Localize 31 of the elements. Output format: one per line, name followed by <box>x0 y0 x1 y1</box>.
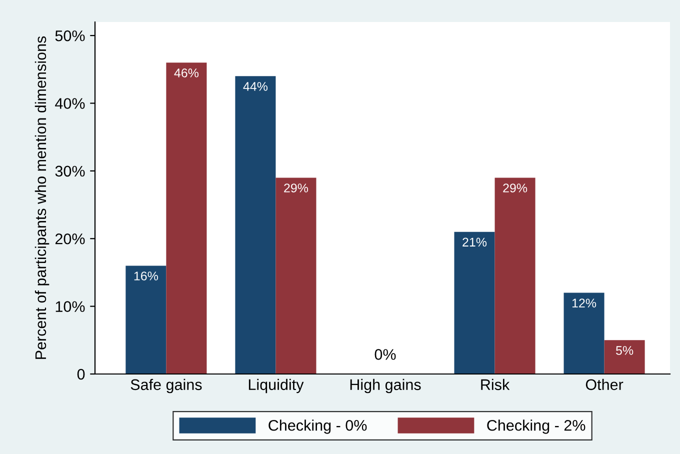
y-tick-label: 40% <box>55 98 85 109</box>
annotation: 0% <box>374 349 396 360</box>
bar <box>494 178 536 374</box>
data-label: 21% <box>462 238 487 247</box>
bar <box>564 292 604 374</box>
data-label: 46% <box>174 68 199 78</box>
y-axis-title: Percent of participants who mention dimensions <box>34 36 50 359</box>
legend-label: Checking - 2% <box>487 420 586 434</box>
bar <box>166 62 207 374</box>
bar <box>454 232 495 374</box>
x-tick-label: Other <box>586 378 624 390</box>
bar <box>126 266 166 374</box>
x-tick-label: Risk <box>481 378 510 390</box>
data-label: 29% <box>284 184 308 192</box>
data-label: 5% <box>616 346 634 355</box>
y-tick-label: 20% <box>55 233 85 244</box>
y-tick-label: 10% <box>56 301 85 312</box>
legend-label: Checking - 0% <box>268 420 367 434</box>
y-tick-label: 30% <box>55 166 85 177</box>
data-label: 44% <box>243 82 268 91</box>
y-tick-label: 50% <box>55 30 85 42</box>
x-tick-label: Safe gains <box>130 378 202 394</box>
data-label: 29% <box>503 184 528 192</box>
data-label: 12% <box>572 298 596 308</box>
bar <box>276 178 316 374</box>
y-tick-label: 0 <box>77 368 85 380</box>
data-label: 16% <box>134 272 158 280</box>
x-tick-label: High gains <box>350 378 421 394</box>
x-tick-label: Liquidity <box>248 378 304 394</box>
bar <box>235 76 276 374</box>
bar <box>604 340 645 374</box>
